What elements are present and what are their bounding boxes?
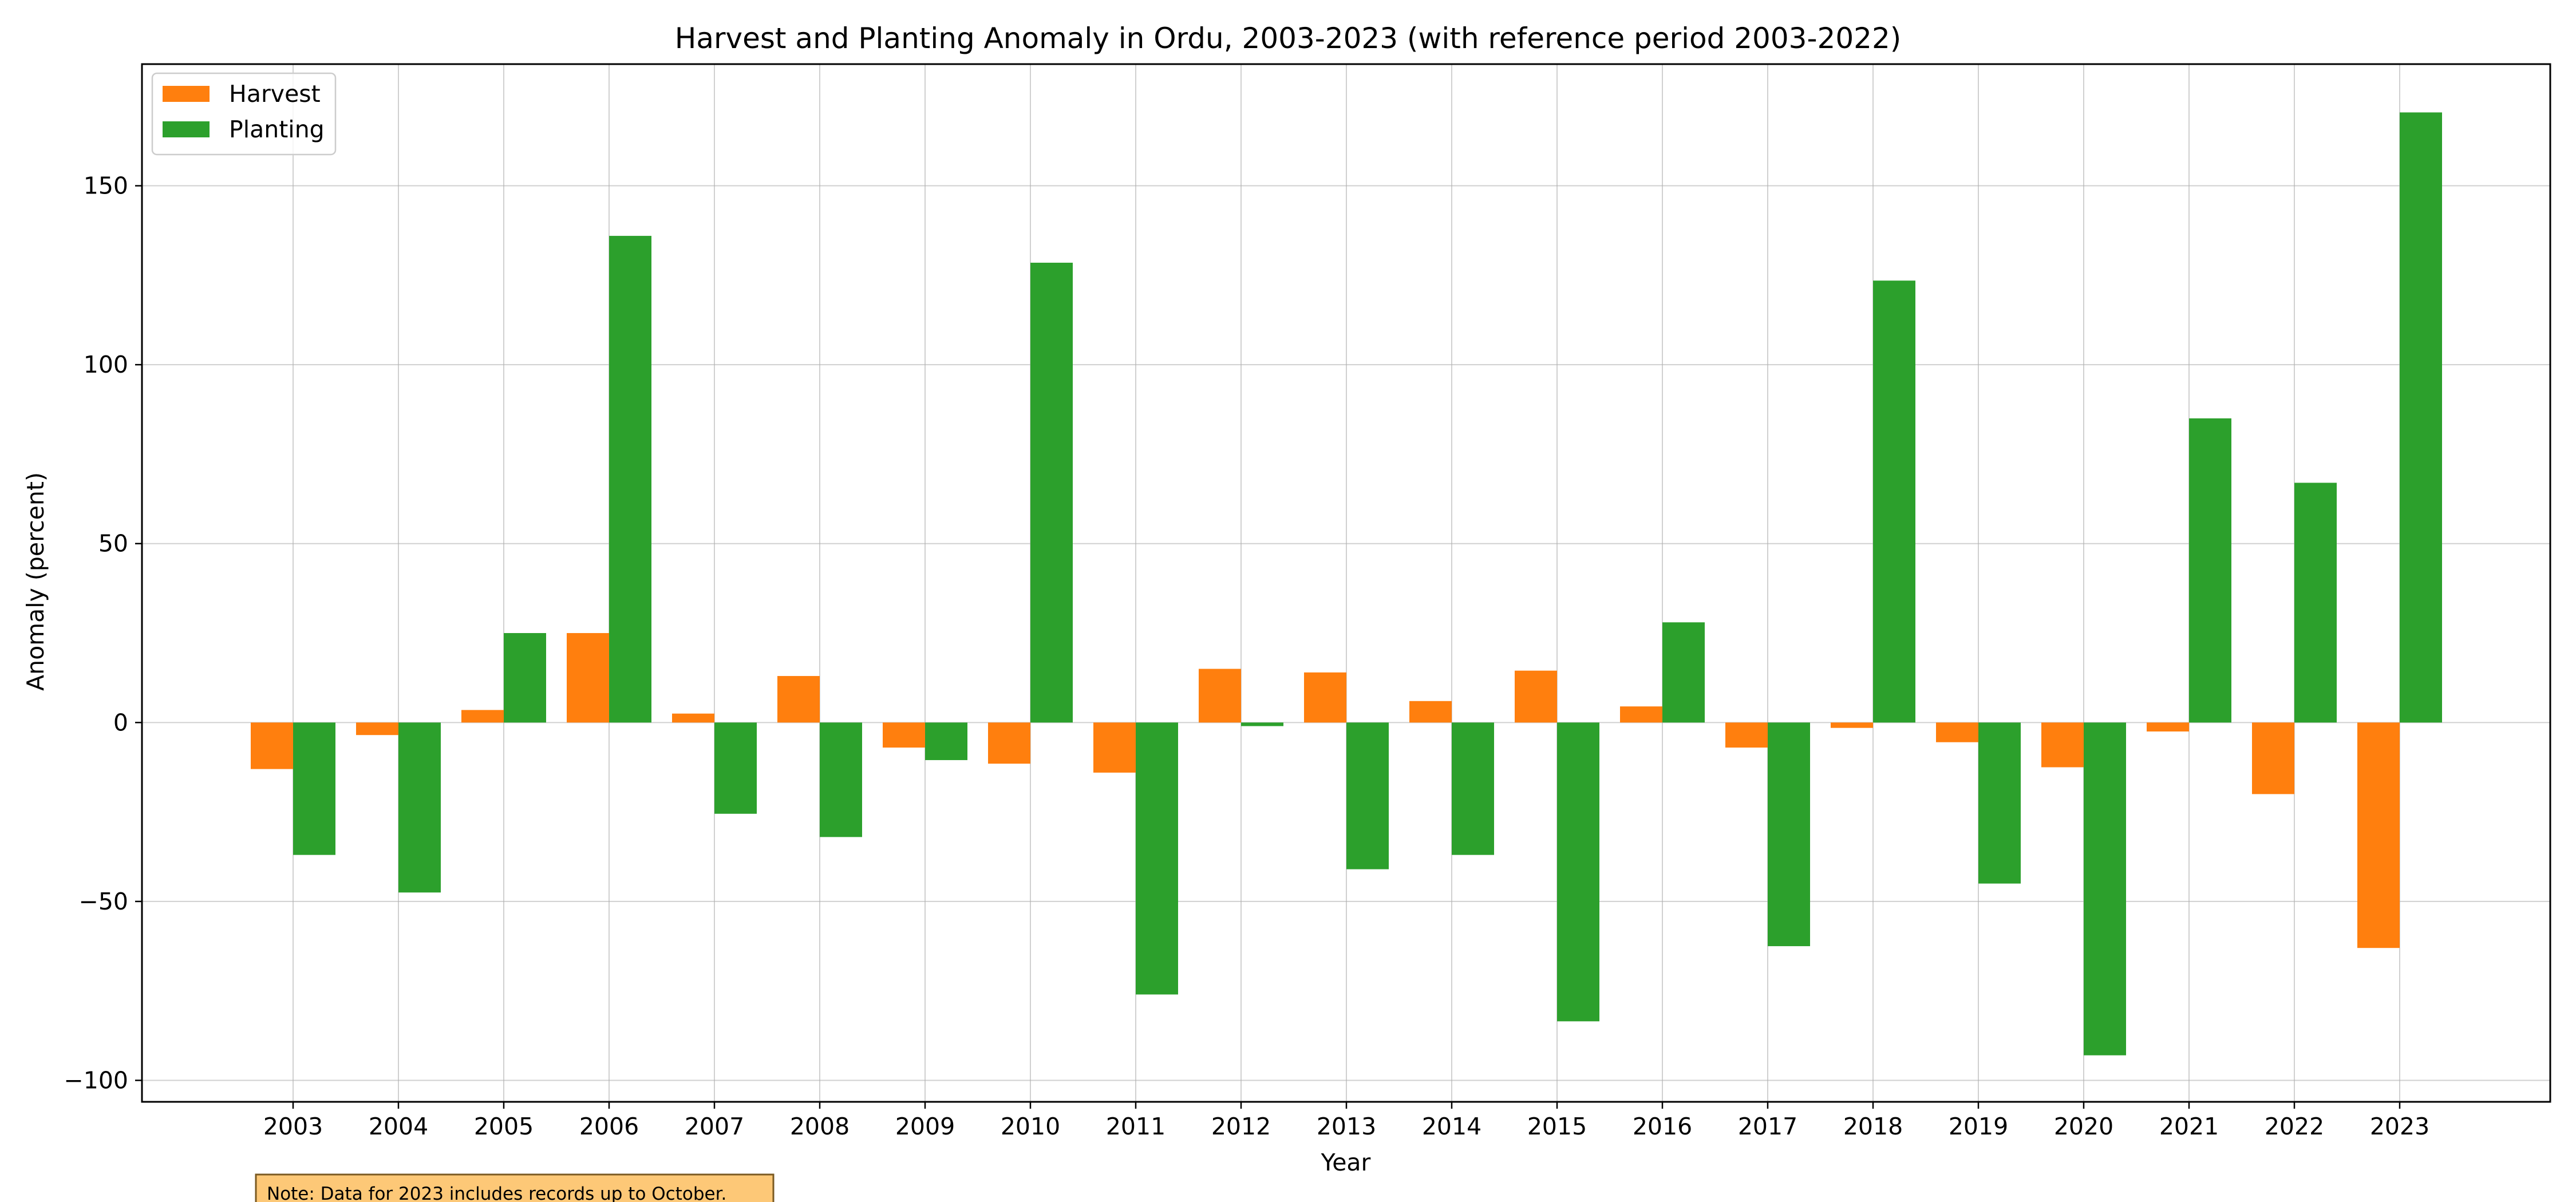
bar-planting-2018 — [1873, 280, 1915, 723]
x-tick-label-2006: 2006 — [579, 1113, 639, 1140]
bar-planting-2010 — [1030, 262, 1073, 723]
y-tick-label--50: −50 — [78, 888, 128, 915]
bar-harvest-2017 — [1725, 722, 1768, 748]
bar-planting-2003 — [293, 722, 335, 855]
note-annotation: Note: Data for 2023 includes records up … — [255, 1173, 775, 1202]
bar-harvest-2004 — [356, 722, 398, 736]
bar-planting-2008 — [820, 722, 862, 837]
x-tick-label-2003: 2003 — [263, 1113, 323, 1140]
bars — [251, 112, 2442, 1055]
x-tick-label-2015: 2015 — [1527, 1113, 1587, 1140]
bar-harvest-2021 — [2147, 722, 2189, 732]
bar-planting-2021 — [2189, 418, 2231, 723]
bar-harvest-2008 — [777, 676, 820, 723]
bar-planting-2009 — [925, 722, 967, 760]
bar-harvest-2018 — [1831, 722, 1873, 728]
bar-harvest-2005 — [461, 710, 504, 723]
x-tick-label-2017: 2017 — [1738, 1113, 1797, 1140]
bar-planting-2016 — [1662, 622, 1705, 723]
legend-label-planting: Planting — [229, 116, 325, 143]
y-tick-label--100: −100 — [64, 1066, 128, 1094]
note-box — [255, 1173, 775, 1202]
x-tick-label-2021: 2021 — [2159, 1113, 2219, 1140]
bar-planting-2005 — [504, 633, 546, 723]
bar-planting-2014 — [1452, 722, 1494, 855]
y-tick-label-0: 0 — [113, 709, 128, 736]
bar-planting-2006 — [609, 236, 651, 723]
x-tick-label-2018: 2018 — [1843, 1113, 1903, 1140]
bar-planting-2011 — [1136, 722, 1178, 995]
bar-harvest-2023 — [2357, 722, 2400, 948]
x-tick-label-2020: 2020 — [2054, 1113, 2113, 1140]
bar-planting-2022 — [2294, 483, 2337, 723]
bar-planting-2013 — [1346, 722, 1389, 869]
bar-planting-2019 — [1978, 722, 2021, 884]
legend-swatch-harvest — [163, 86, 210, 102]
y-tick-label-150: 150 — [84, 172, 128, 200]
bar-harvest-2014 — [1409, 701, 1452, 723]
bar-harvest-2013 — [1304, 672, 1346, 723]
bar-planting-2015 — [1557, 722, 1599, 1022]
bar-harvest-2012 — [1199, 669, 1241, 723]
bar-planting-2023 — [2400, 112, 2442, 723]
x-tick-label-2005: 2005 — [474, 1113, 534, 1140]
x-tick-label-2023: 2023 — [2370, 1113, 2429, 1140]
bar-harvest-2020 — [2041, 722, 2084, 768]
gridlines — [142, 64, 2550, 1102]
legend: Harvest Planting — [151, 72, 337, 156]
x-tick-label-2004: 2004 — [369, 1113, 428, 1140]
x-tick-label-2013: 2013 — [1317, 1113, 1376, 1140]
y-tick-labels: −100 −50 0 50 100 150 — [64, 172, 142, 1094]
y-tick-label-100: 100 — [84, 351, 128, 378]
legend-swatch-planting — [163, 121, 210, 137]
bar-harvest-2009 — [883, 722, 925, 748]
legend-label-harvest: Harvest — [229, 80, 321, 108]
bar-harvest-2007 — [672, 713, 714, 723]
x-tick-label-2009: 2009 — [895, 1113, 955, 1140]
y-axis-label: Anomaly (percent) — [22, 472, 49, 691]
bar-harvest-2022 — [2252, 722, 2294, 794]
x-tick-label-2012: 2012 — [1211, 1113, 1271, 1140]
bar-harvest-2019 — [1936, 722, 1978, 742]
x-tick-label-2007: 2007 — [685, 1113, 744, 1140]
bar-planting-2020 — [2084, 722, 2126, 1055]
bar-planting-2004 — [398, 722, 441, 893]
bar-harvest-2003 — [251, 722, 293, 769]
x-tick-label-2008: 2008 — [790, 1113, 850, 1140]
y-tick-label-50: 50 — [98, 530, 128, 557]
x-tick-label-2016: 2016 — [1633, 1113, 1692, 1140]
bar-harvest-2015 — [1515, 670, 1557, 723]
x-tick-label-2014: 2014 — [1422, 1113, 1481, 1140]
bar-harvest-2016 — [1620, 706, 1662, 723]
bar-harvest-2010 — [988, 722, 1030, 764]
x-tick-labels: 2003 2004 2005 2006 2007 2008 2009 2010 2011 2012… — [263, 1102, 2429, 1140]
x-tick-label-2011: 2011 — [1106, 1113, 1165, 1140]
x-axis-label: Year — [1321, 1149, 1371, 1176]
bar-planting-2017 — [1768, 722, 1810, 947]
chart-title: Harvest and Planting Anomaly in Ordu, 20… — [675, 22, 1902, 55]
x-tick-label-2022: 2022 — [2265, 1113, 2324, 1140]
note-text: Note: Data for 2023 includes records up … — [267, 1184, 726, 1202]
bar-planting-2007 — [714, 722, 757, 814]
bar-planting-2012 — [1241, 722, 1283, 726]
bar-harvest-2006 — [567, 633, 609, 723]
x-tick-label-2019: 2019 — [1949, 1113, 2008, 1140]
x-tick-label-2010: 2010 — [1001, 1113, 1060, 1140]
bar-harvest-2011 — [1093, 722, 1136, 773]
